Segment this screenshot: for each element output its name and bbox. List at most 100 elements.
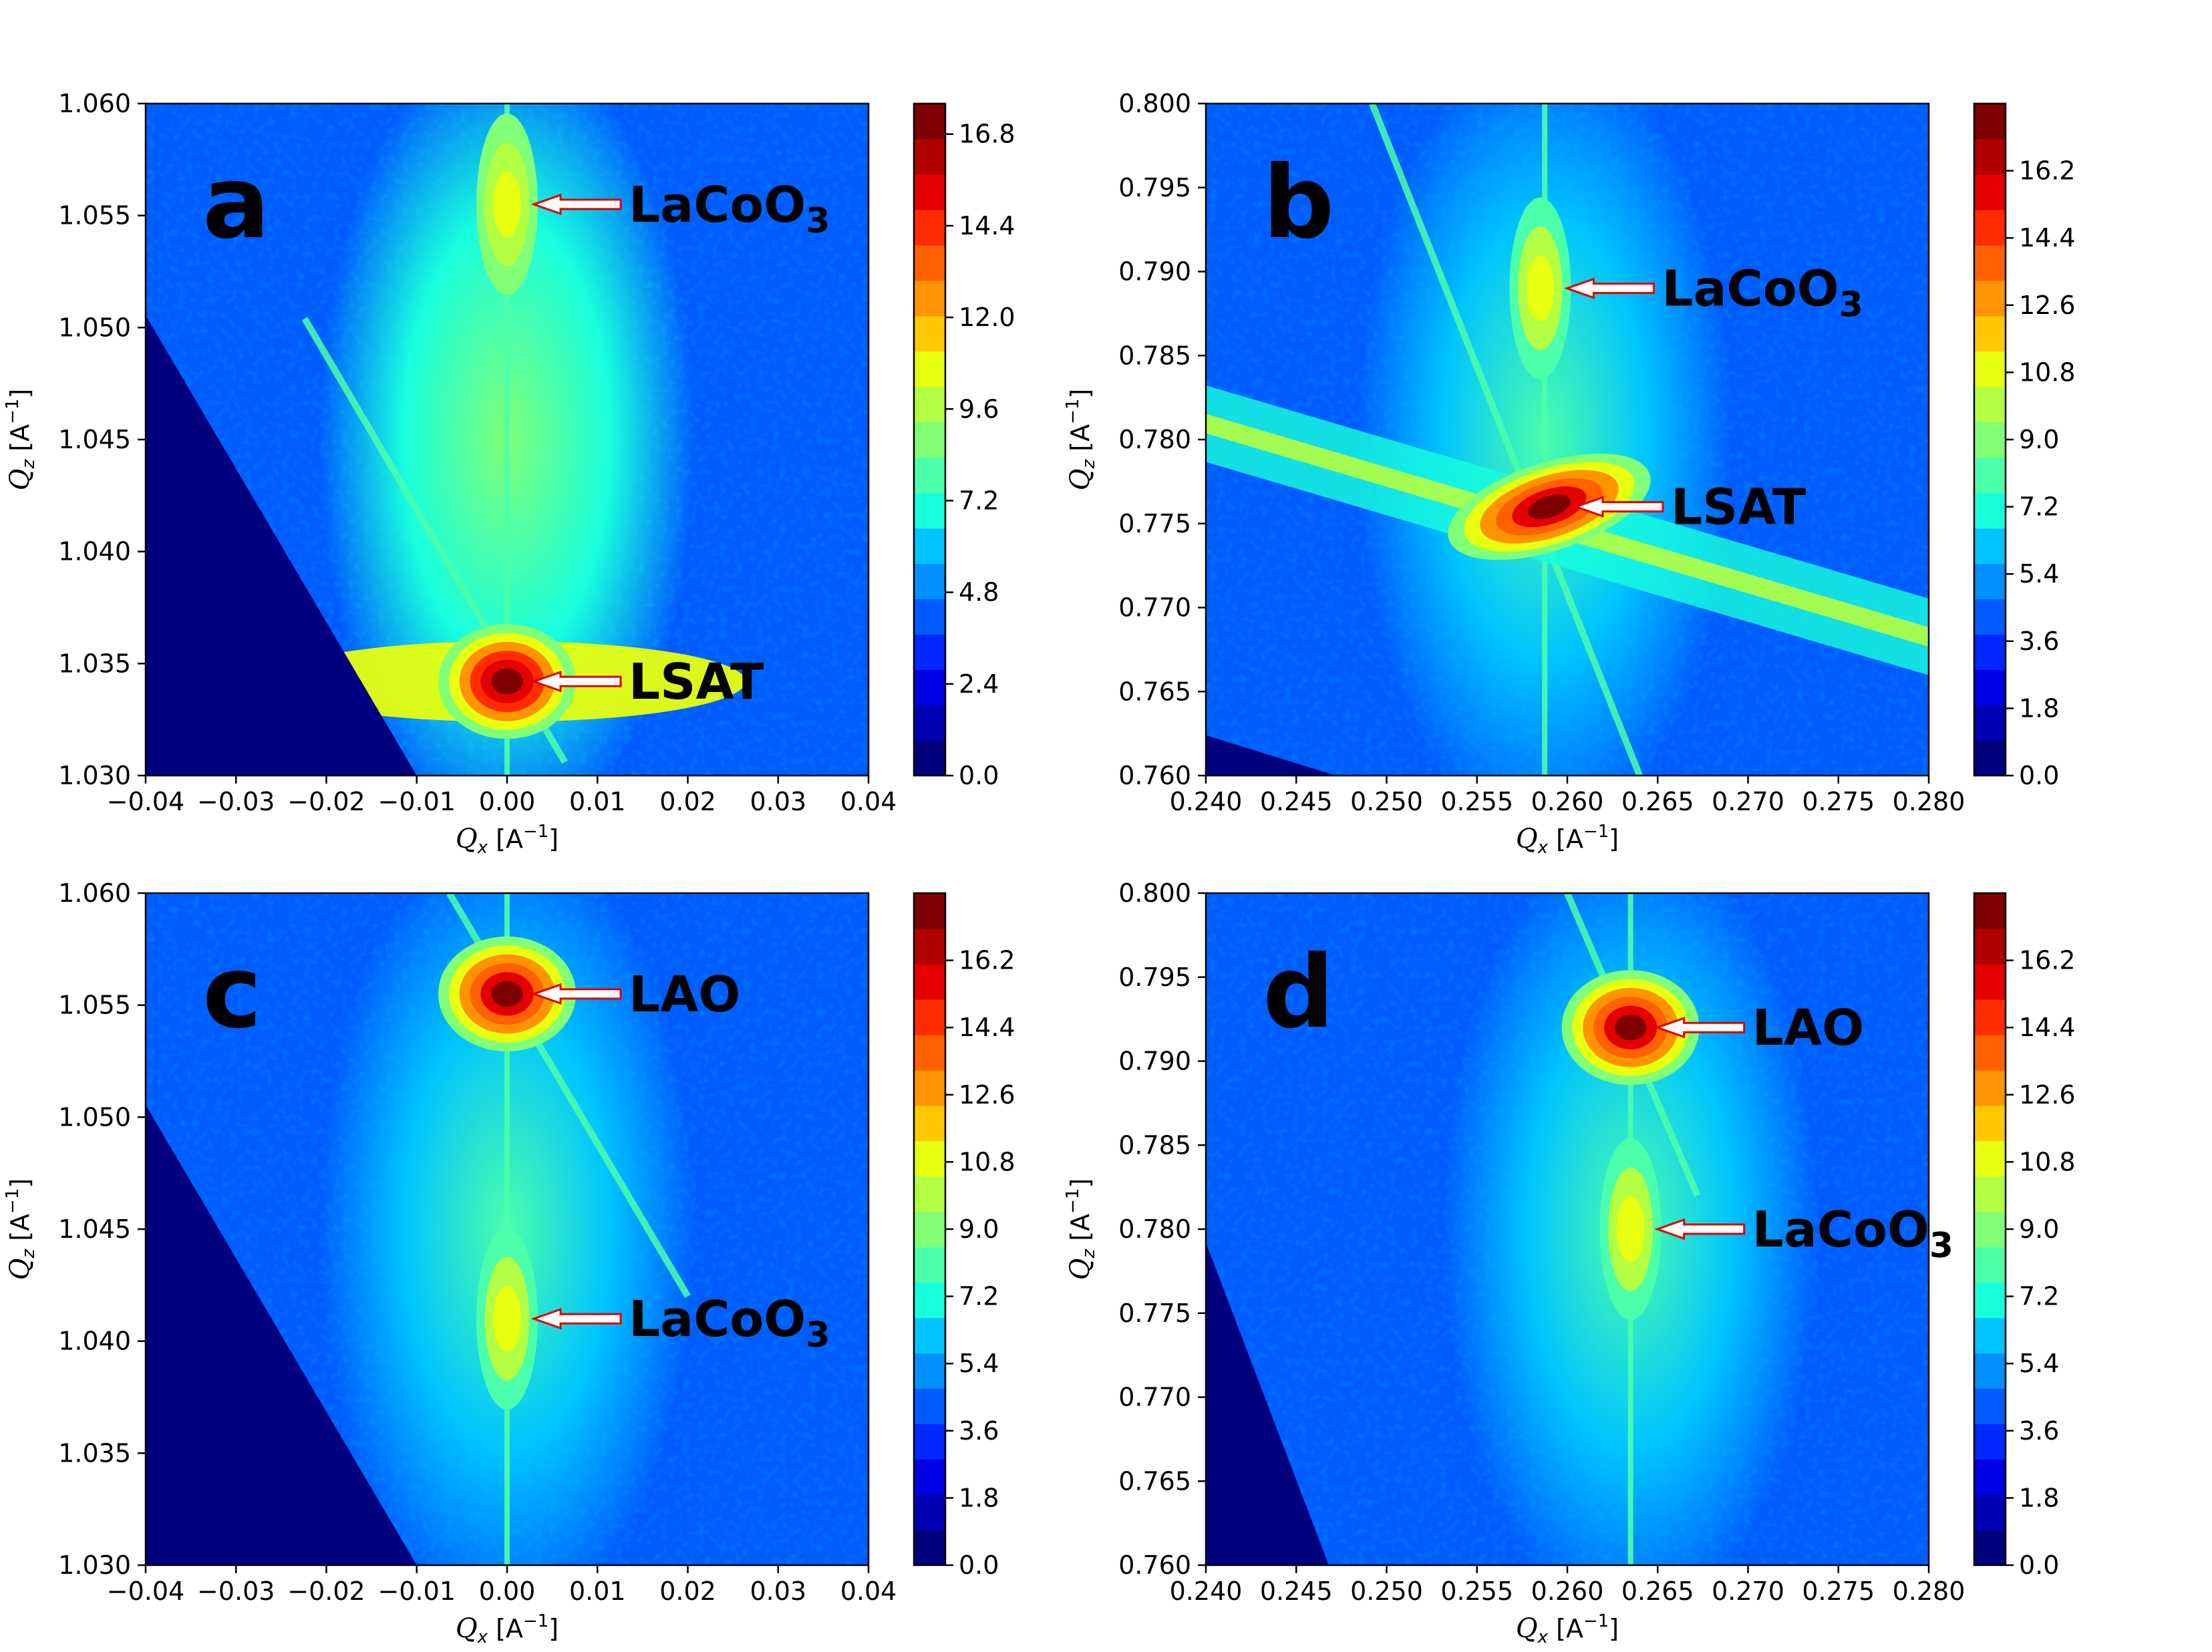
colorbar-tick-label: 5.4 xyxy=(2019,1349,2059,1378)
colorbar-tick-label: 7.2 xyxy=(2019,492,2059,522)
panel-letter: b xyxy=(1263,145,1334,261)
colorbar-segment xyxy=(914,138,945,175)
x-tick-label: 0.01 xyxy=(569,1577,626,1606)
y-tick-label: 1.050 xyxy=(58,1102,131,1132)
colorbar-segment xyxy=(1974,209,2006,246)
colorbar-segment xyxy=(914,492,945,529)
peak-label: LSAT xyxy=(1671,479,1806,536)
panel-d: 0.240 0.245 0.250 0.255 0.260 0.265 0.270 0.275… xyxy=(1063,878,2076,1647)
arrow-icon xyxy=(1654,1017,1746,1039)
y-tick-label: 1.045 xyxy=(58,1214,131,1244)
colorbar-segment xyxy=(914,1282,945,1319)
x-tick-label: 0.02 xyxy=(659,787,716,816)
x-tick-label: 0.04 xyxy=(840,1577,897,1606)
x-tick-label: 0.245 xyxy=(1260,787,1333,816)
colorbar-segment xyxy=(914,1247,945,1283)
colorbar-segment xyxy=(1974,386,2006,423)
colorbar-tick-label: 3.6 xyxy=(2019,627,2059,656)
peak-annotation: LAO xyxy=(530,966,740,1023)
colorbar-segment xyxy=(1974,1388,2006,1425)
arrow-icon xyxy=(1654,1218,1746,1241)
analyzer-streak xyxy=(1369,104,1643,776)
colorbar-tick-label: 14.4 xyxy=(959,1013,1015,1042)
colorbar-segment xyxy=(1974,1353,2006,1389)
y-tick-label: 1.055 xyxy=(58,201,131,230)
peak-label: LaCoO3 xyxy=(629,1291,830,1355)
colorbar-tick-label: 9.0 xyxy=(959,1214,999,1244)
y-tick-label: 0.790 xyxy=(1118,1047,1191,1076)
colorbar-tick-label: 9.6 xyxy=(959,394,999,424)
colorbar-segment xyxy=(914,422,945,458)
arrow-icon xyxy=(530,193,622,216)
panel-b: 0.240 0.245 0.250 0.255 0.260 0.265 0.270 0.275… xyxy=(1063,89,2076,858)
x-tick-label: 0.250 xyxy=(1350,1577,1423,1606)
y-tick-label: 0.760 xyxy=(1118,761,1191,790)
x-tick-label: 0.250 xyxy=(1350,787,1423,816)
x-tick-label: −0.01 xyxy=(378,787,456,816)
colorbar-segment xyxy=(1974,315,2006,352)
colorbar-tick-label: 7.2 xyxy=(2019,1282,2059,1311)
x-axis-label: Qx [A−1] xyxy=(456,822,559,858)
y-tick-label: 0.780 xyxy=(1118,1214,1191,1244)
x-tick-label: 0.275 xyxy=(1802,787,1875,816)
colorbar: 0.0 1.8 3.6 5.4 7.2 9.0 10.8 12.6 14.4 16.2 xyxy=(1973,892,2076,1580)
colorbar-tick-label: 1.8 xyxy=(959,1483,999,1512)
peak-contour-1 xyxy=(1614,1014,1647,1041)
y-tick-label: 1.055 xyxy=(58,991,131,1020)
colorbar: 0.0 1.8 3.6 5.4 7.2 9.0 10.8 12.6 14.4 16.2 xyxy=(913,892,1015,1580)
x-axis-label: Qx [A−1] xyxy=(1516,822,1619,858)
y-tick-label: 0.775 xyxy=(1118,509,1191,538)
colorbar-segment xyxy=(1974,963,2006,1000)
colorbar-segment xyxy=(1974,244,2006,281)
colorbar-segment xyxy=(1974,1282,2006,1319)
colorbar-tick-label: 9.0 xyxy=(2019,425,2059,454)
colorbar-tick-label: 14.4 xyxy=(959,211,1015,240)
x-tick-label: 0.03 xyxy=(750,787,806,816)
masked-region xyxy=(1206,735,1336,776)
colorbar-tick-label: 0.0 xyxy=(2019,761,2059,790)
colorbar-segment xyxy=(1974,740,2006,776)
colorbar-frame xyxy=(913,102,947,777)
peak-contour-2 xyxy=(1528,494,1571,519)
x-tick-label: 0.275 xyxy=(1802,1577,1875,1606)
colorbar-segment xyxy=(1974,1494,2006,1530)
x-tick-label: 0.260 xyxy=(1531,787,1604,816)
colorbar-tick-label: 14.4 xyxy=(2019,1013,2076,1042)
peak-contour-1 xyxy=(1526,255,1555,321)
colorbar-tick-label: 7.2 xyxy=(959,486,999,515)
colorbar-segment xyxy=(1974,1530,2006,1566)
x-axis-label: Qx [A−1] xyxy=(456,1611,559,1647)
arrow-icon xyxy=(1563,277,1655,299)
arrow-icon xyxy=(530,983,622,1005)
colorbar-segment xyxy=(914,1069,945,1106)
y-tick-label: 1.040 xyxy=(58,537,131,566)
colorbar-segment xyxy=(1974,928,2006,965)
colorbar-segment xyxy=(914,928,945,965)
peak-annotation: LAO xyxy=(1654,999,1864,1057)
x-tick-label: 0.280 xyxy=(1893,787,1965,816)
x-tick-label: −0.02 xyxy=(287,1577,365,1606)
y-tick-label: 0.795 xyxy=(1118,963,1191,992)
peak-label: LaCoO3 xyxy=(629,176,830,241)
colorbar-segment xyxy=(914,1317,945,1354)
panel-a: −0.04 −0.03 −0.02 −0.01 0.00 0.01 0.02 0.03 0.04… xyxy=(3,89,1015,858)
y-tick-label: 0.780 xyxy=(1118,425,1191,454)
peak-label: LaCoO3 xyxy=(1662,261,1863,325)
colorbar-segment xyxy=(1974,280,2006,317)
x-tick-label: 0.260 xyxy=(1531,1577,1604,1606)
peak-annotation: LSAT xyxy=(1573,479,1806,536)
peak-annotation: LaCoO3 xyxy=(1654,1201,1953,1266)
x-tick-label: −0.02 xyxy=(287,787,365,816)
x-tick-label: 0.270 xyxy=(1712,787,1784,816)
colorbar-segment xyxy=(1974,1034,2006,1071)
x-tick-label: 0.03 xyxy=(750,1577,806,1606)
heatmap-d xyxy=(1206,893,1929,1565)
colorbar-tick-label: 1.8 xyxy=(2019,693,2059,723)
colorbar-segment xyxy=(1974,422,2006,458)
colorbar-segment xyxy=(914,1176,945,1212)
colorbar-segment xyxy=(1974,492,2006,529)
colorbar-tick-label: 5.4 xyxy=(959,1349,999,1378)
y-axis-label: Qz [A−1] xyxy=(1063,1178,1099,1281)
colorbar-segment xyxy=(914,1424,945,1460)
